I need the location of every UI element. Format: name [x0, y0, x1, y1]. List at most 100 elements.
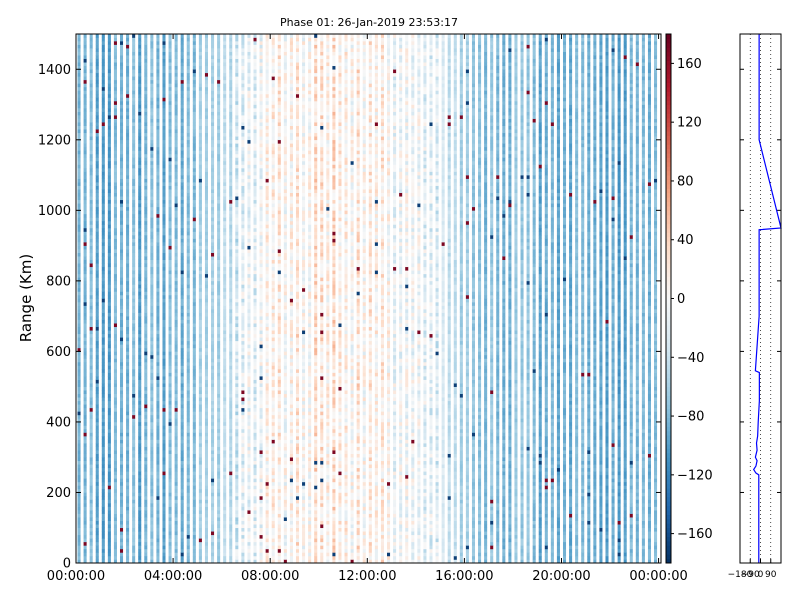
- heatmap-cell: [108, 97, 111, 101]
- heatmap-cell: [266, 556, 269, 560]
- heatmap-cell: [138, 521, 141, 525]
- heatmap-cell: [90, 291, 93, 295]
- heatmap-cell: [144, 41, 147, 45]
- heatmap-cell: [169, 302, 172, 306]
- heatmap-cell: [108, 62, 111, 66]
- heatmap-cell: [205, 115, 208, 119]
- heatmap-cell: [199, 203, 202, 207]
- heatmap-cell: [211, 217, 214, 221]
- heatmap-cell: [156, 186, 159, 190]
- heatmap-cell: [162, 373, 165, 377]
- heatmap-cell: [90, 461, 93, 465]
- heatmap-cell: [181, 323, 184, 327]
- heatmap-cell: [235, 168, 238, 172]
- heatmap-cell: [247, 443, 250, 447]
- heatmap-cell: [254, 411, 257, 415]
- heatmap-cell: [211, 48, 214, 52]
- heatmap-cell: [223, 302, 226, 306]
- heatmap-cell: [217, 330, 220, 334]
- heatmap-cell: [187, 231, 190, 235]
- heatmap-cell: [254, 306, 257, 310]
- heatmap-cell: [241, 94, 244, 98]
- heatmap-cell: [90, 90, 93, 94]
- heatmap-cell: [108, 450, 111, 454]
- heatmap-cell: [175, 249, 178, 253]
- heatmap-cell: [114, 344, 117, 348]
- heatmap-cell: [175, 66, 178, 70]
- heatmap-cell: [90, 157, 93, 161]
- heatmap-cell: [266, 267, 269, 271]
- heatmap-cell: [181, 150, 184, 154]
- heatmap-cell: [114, 133, 117, 137]
- heatmap-cell: [78, 48, 81, 52]
- heatmap-cell: [120, 83, 123, 87]
- heatmap-cell: [181, 295, 184, 299]
- heatmap-cell: [211, 369, 214, 373]
- heatmap-cell: [205, 351, 208, 355]
- heatmap-cell: [266, 69, 269, 73]
- heatmap-cell: [199, 492, 202, 496]
- heatmap-cell: [193, 83, 196, 87]
- heatmap-cell: [84, 203, 87, 207]
- heatmap-cell: [217, 397, 220, 401]
- heatmap-cell: [266, 249, 269, 253]
- heatmap-cell: [211, 242, 214, 246]
- heatmap-cell: [102, 260, 105, 264]
- heatmap-cell: [211, 260, 214, 264]
- heatmap-cell: [254, 83, 257, 87]
- heatmap-cell: [96, 415, 99, 419]
- heatmap-cell: [96, 242, 99, 246]
- heatmap-cell: [169, 313, 172, 317]
- heatmap-cell: [181, 136, 184, 140]
- heatmap-cell: [217, 334, 220, 338]
- heatmap-cell: [247, 168, 250, 172]
- heatmap-cell: [260, 295, 263, 299]
- heatmap-cell: [162, 41, 165, 45]
- heatmap-cell: [266, 90, 269, 94]
- heatmap-cell: [187, 373, 190, 377]
- heatmap-cell: [199, 461, 202, 465]
- heatmap-cell: [132, 235, 135, 239]
- heatmap-cell: [96, 443, 99, 447]
- heatmap-cell: [156, 454, 159, 458]
- heatmap-cell: [205, 284, 208, 288]
- heatmap-cell: [229, 429, 232, 433]
- heatmap-cell: [126, 418, 129, 422]
- heatmap-cell: [193, 235, 196, 239]
- heatmap-cell: [114, 189, 117, 193]
- heatmap-cell: [254, 90, 257, 94]
- heatmap-cell: [272, 383, 275, 387]
- heatmap-cell: [102, 418, 105, 422]
- heatmap-cell: [272, 193, 275, 197]
- heatmap-cell: [260, 115, 263, 119]
- heatmap-cell: [138, 447, 141, 451]
- heatmap-cell: [169, 549, 172, 553]
- heatmap-cell: [162, 231, 165, 235]
- heatmap-cell: [120, 545, 123, 549]
- heatmap-cell: [156, 59, 159, 63]
- heatmap-cell: [205, 112, 208, 116]
- heatmap-cell: [114, 418, 117, 422]
- heatmap-cell: [272, 101, 275, 105]
- heatmap-cell: [272, 147, 275, 151]
- heatmap-cell: [229, 168, 232, 172]
- heatmap-cell: [217, 485, 220, 489]
- heatmap-cell: [162, 415, 165, 419]
- heatmap-cell: [199, 320, 202, 324]
- heatmap-cell: [138, 475, 141, 479]
- heatmap-cell: [235, 217, 238, 221]
- heatmap-cell: [120, 143, 123, 147]
- heatmap-cell: [211, 478, 214, 482]
- heatmap-cell: [193, 122, 196, 126]
- heatmap-cell: [187, 291, 190, 295]
- heatmap-cell: [247, 524, 250, 528]
- heatmap-cell: [272, 454, 275, 458]
- heatmap-cell: [114, 404, 117, 408]
- heatmap-cell: [205, 129, 208, 133]
- heatmap-cell: [150, 306, 153, 310]
- heatmap-cell: [217, 87, 220, 91]
- heatmap-cell: [193, 231, 196, 235]
- heatmap-cell: [96, 48, 99, 52]
- heatmap-cell: [193, 221, 196, 225]
- heatmap-cell: [187, 288, 190, 292]
